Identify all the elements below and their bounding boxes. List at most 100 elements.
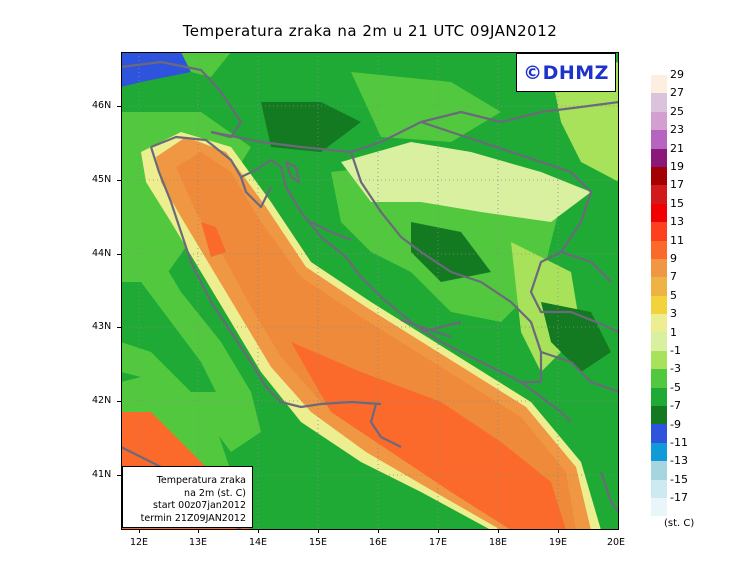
map-title: Temperatura zraka na 2m u 21 UTC 09JAN20…: [182, 22, 558, 40]
legend-swatch: [651, 442, 667, 462]
lon-label: 16E: [368, 537, 388, 548]
land-patch: [261, 102, 361, 152]
legend-swatch: [651, 75, 667, 94]
info-line: Temperatura zraka: [156, 475, 246, 486]
lon-label: 17E: [428, 537, 448, 548]
coastlines: [121, 60, 619, 530]
lon-tick: [498, 529, 499, 533]
lat-tick: [117, 254, 121, 255]
legend-label: -7: [670, 399, 681, 413]
legend-swatch: [651, 497, 667, 517]
info-box: Temperatura zraka na 2m (st. C) start 00…: [122, 466, 253, 528]
land-patch: [181, 52, 231, 77]
legend-swatch: [651, 111, 667, 131]
info-line: na 2m (st. C): [184, 487, 246, 499]
land-patch: [341, 142, 591, 222]
legend-swatch: [651, 479, 667, 498]
legend-unit: (st. C): [664, 518, 695, 529]
legend-swatch: [651, 130, 667, 149]
legend-swatch: [651, 350, 667, 370]
legend-label: 11: [670, 233, 684, 247]
legend-label: -3: [670, 362, 681, 376]
lat-tick: [117, 106, 121, 107]
lat-label: 41N: [92, 469, 112, 480]
legend-swatch: [651, 258, 667, 278]
legend-label: -11: [670, 436, 688, 449]
legend-label: 7: [670, 270, 677, 284]
legend-swatch: [651, 332, 667, 351]
dhmz-logo: ©DHMZ: [516, 53, 616, 92]
color-legend: [651, 75, 667, 517]
legend-label: 27: [670, 86, 684, 100]
lon-tick: [438, 529, 439, 533]
lon-label: 15E: [308, 537, 328, 548]
lat-tick: [117, 327, 121, 328]
lon-label: 14E: [248, 537, 268, 548]
land-patch: [121, 52, 191, 87]
lon-tick: [558, 529, 559, 533]
lon-tick: [318, 529, 319, 533]
legend-swatch: [651, 185, 667, 204]
info-line: start 00z07jan2012: [153, 500, 246, 511]
land-patch: [551, 62, 619, 182]
legend-swatch: [651, 387, 667, 407]
legend-label: -9: [670, 417, 681, 431]
land-patch: [121, 242, 261, 452]
legend-swatch: [651, 277, 667, 296]
lat-label: 45N: [92, 174, 112, 185]
legend-swatch: [651, 148, 667, 167]
lon-label: 12E: [129, 537, 149, 548]
legend-label: -13: [670, 454, 688, 468]
legend-label: 29: [670, 68, 684, 81]
legend-label: 21: [670, 141, 684, 155]
lat-tick: [117, 401, 121, 402]
legend-label: 3: [670, 307, 677, 321]
lat-label: 44N: [92, 248, 112, 259]
legend-label: 25: [670, 104, 684, 118]
lon-tick: [139, 529, 140, 533]
legend-label: -1: [670, 344, 681, 357]
legend-label: 15: [670, 196, 684, 210]
lat-label: 46N: [92, 100, 112, 111]
info-line: termin 21Z09JAN2012: [140, 512, 246, 524]
legend-swatch: [651, 424, 667, 443]
lat-label: 43N: [92, 321, 112, 332]
legend-label: -5: [670, 380, 681, 394]
lon-tick: [258, 529, 259, 533]
legend-swatch: [651, 295, 667, 315]
sea-warm-band: [291, 342, 566, 530]
legend-swatch: [651, 93, 667, 112]
legend-label: 1: [670, 325, 677, 339]
legend-label: 5: [670, 288, 677, 302]
lon-label: 19E: [548, 537, 568, 548]
legend-label: 17: [670, 178, 684, 192]
legend-swatch: [651, 406, 667, 425]
legend-label: 9: [670, 252, 677, 265]
lon-tick: [198, 529, 199, 533]
land-patch: [121, 282, 216, 392]
legend-swatch: [651, 461, 667, 480]
map-canvas: [121, 52, 619, 530]
lon-tick: [378, 529, 379, 533]
legend-swatch: [651, 166, 667, 186]
legend-label: -17: [670, 491, 688, 505]
legend-label: 19: [670, 160, 684, 173]
legend-label: 23: [670, 123, 684, 137]
land-patch: [411, 222, 491, 282]
land-patch: [541, 302, 611, 372]
legend-swatch: [651, 240, 667, 259]
legend-swatch: [651, 203, 667, 223]
legend-swatch: [651, 369, 667, 388]
lon-label: 20E: [606, 537, 626, 548]
lon-label: 13E: [188, 537, 208, 548]
temperature-map: [121, 52, 619, 530]
lon-label: 18E: [488, 537, 508, 548]
legend-label: 13: [670, 215, 684, 229]
legend-swatch: [651, 222, 667, 241]
legend-label: -15: [670, 472, 688, 486]
sea-warm-band: [201, 222, 226, 257]
lat-tick: [117, 180, 121, 181]
land-patch: [351, 72, 501, 142]
lat-label: 42N: [92, 395, 112, 406]
legend-swatch: [651, 314, 667, 333]
